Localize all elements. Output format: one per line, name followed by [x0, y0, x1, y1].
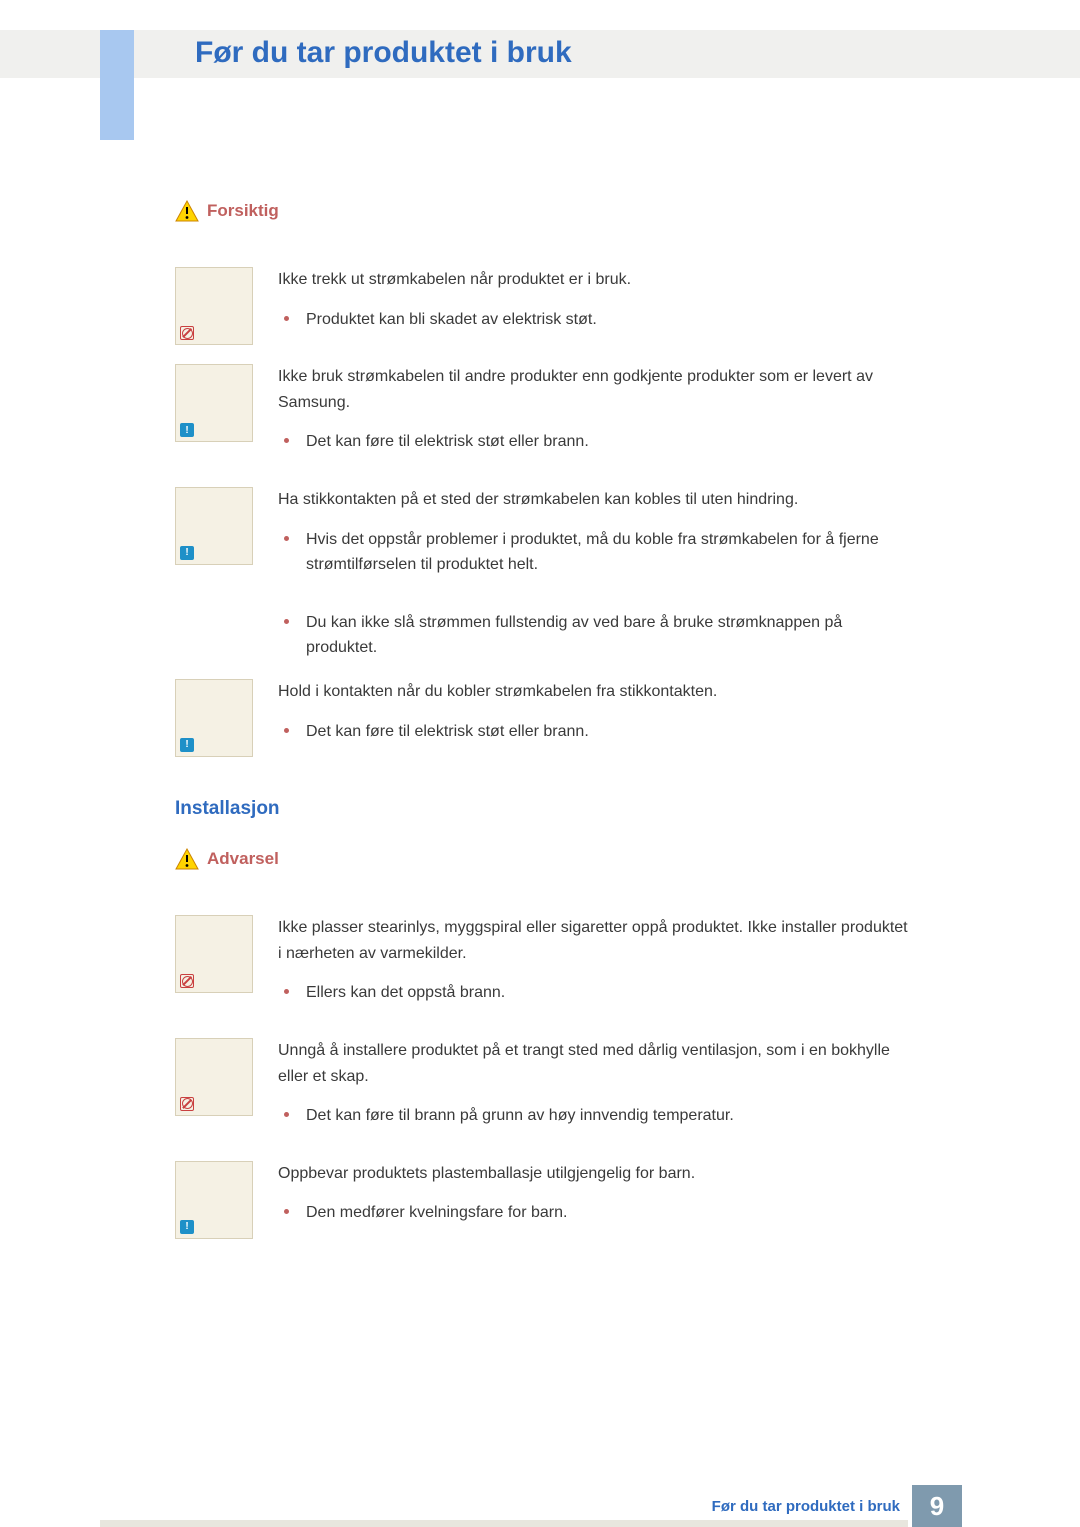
safety-item: Oppbevar produktets plastemballasje util…: [175, 1161, 915, 1240]
warning-heading: Advarsel: [175, 848, 915, 870]
info-icon: [180, 546, 194, 560]
safety-lead-text: Ikke plasser stearinlys, myggspiral elle…: [278, 915, 915, 966]
caution-heading: Forsiktig: [175, 200, 915, 222]
safety-lead-text: Ha stikkontakten på et sted der strømkab…: [278, 487, 915, 513]
safety-bullet: Det kan føre til brann på grunn av høy i…: [306, 1103, 915, 1129]
safety-lead-text: Ikke trekk ut strømkabelen når produktet…: [278, 267, 915, 293]
safety-lead-text: Unngå å installere produktet på et trang…: [278, 1038, 915, 1089]
footer-label: Før du tar produktet i bruk: [712, 1498, 900, 1515]
safety-bullet: Produktet kan bli skadet av elektrisk st…: [306, 307, 915, 333]
info-icon: [180, 423, 194, 437]
side-tab: [100, 30, 134, 140]
footer: Før du tar produktet i bruk 9: [0, 1485, 1080, 1527]
safety-bullet: Ellers kan det oppstå brann.: [306, 980, 915, 1006]
safety-illustration: [175, 267, 253, 345]
safety-illustration: [175, 487, 253, 565]
content-area: Forsiktig Ikke trekk ut strømkabelen når…: [175, 200, 915, 1258]
page-number: 9: [912, 1485, 962, 1527]
safety-lead-text: Oppbevar produktets plastemballasje util…: [278, 1161, 915, 1187]
safety-item-text: Oppbevar produktets plastemballasje util…: [278, 1161, 915, 1240]
safety-item: Ikke bruk strømkabelen til andre produkt…: [175, 364, 915, 469]
info-icon: [180, 1220, 194, 1234]
safety-item-text: Unngå å installere produktet på et trang…: [278, 1038, 915, 1143]
safety-bullet: Du kan ikke slå strømmen fullstendig av …: [306, 610, 915, 661]
prohibit-icon: [180, 1097, 194, 1111]
caution-label-text: Forsiktig: [207, 201, 279, 221]
warning-label-text: Advarsel: [207, 849, 279, 869]
info-icon: [180, 738, 194, 752]
warning-triangle-icon: [175, 200, 199, 222]
safety-lead-text: Ikke bruk strømkabelen til andre produkt…: [278, 364, 915, 415]
safety-item-text: Ikke plasser stearinlys, myggspiral elle…: [278, 915, 915, 1020]
warning-triangle-icon: [175, 848, 199, 870]
safety-item: Ikke trekk ut strømkabelen når produktet…: [175, 267, 915, 346]
install-section-title: Installasjon: [175, 798, 915, 820]
safety-item-text: Hold i kontakten når du kobler strømkabe…: [278, 679, 915, 758]
safety-bullet: Det kan føre til elektrisk støt eller br…: [306, 429, 915, 455]
safety-illustration: [175, 915, 253, 993]
page-title: Før du tar produktet i bruk: [195, 36, 572, 70]
safety-item: Unngå å installere produktet på et trang…: [175, 1038, 915, 1143]
safety-bullet: Den medfører kvelningsfare for barn.: [306, 1200, 915, 1226]
safety-item-text: Ha stikkontakten på et sted der strømkab…: [278, 487, 915, 592]
prohibit-icon: [180, 974, 194, 988]
safety-illustration: [175, 679, 253, 757]
safety-bullet: Det kan føre til elektrisk støt eller br…: [306, 719, 915, 745]
footer-bar: [100, 1520, 908, 1527]
safety-lead-text: Hold i kontakten når du kobler strømkabe…: [278, 679, 915, 705]
safety-item: Ikke plasser stearinlys, myggspiral elle…: [175, 915, 915, 1020]
safety-extra-bullets: Du kan ikke slå strømmen fullstendig av …: [278, 610, 915, 661]
safety-item-text: Ikke bruk strømkabelen til andre produkt…: [278, 364, 915, 469]
safety-item: Ha stikkontakten på et sted der strømkab…: [175, 487, 915, 592]
safety-item-text: Ikke trekk ut strømkabelen når produktet…: [278, 267, 915, 346]
safety-illustration: [175, 364, 253, 442]
safety-illustration: [175, 1038, 253, 1116]
safety-bullet: Hvis det oppstår problemer i produktet, …: [306, 527, 915, 578]
prohibit-icon: [180, 326, 194, 340]
safety-item: Hold i kontakten når du kobler strømkabe…: [175, 679, 915, 758]
safety-illustration: [175, 1161, 253, 1239]
